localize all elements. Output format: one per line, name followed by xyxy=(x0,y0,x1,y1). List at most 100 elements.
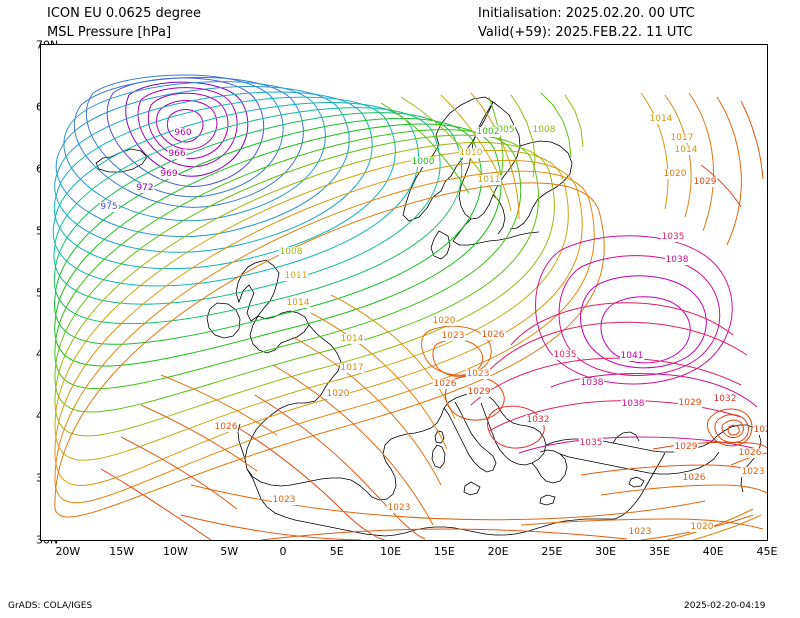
contour-label-backdrop xyxy=(283,271,309,281)
contour-label: 1014 xyxy=(287,298,310,308)
contour-label-backdrop xyxy=(752,425,767,435)
x-tick-label: 5E xyxy=(329,545,344,558)
contour-label-backdrop xyxy=(525,415,551,425)
x-tick-label: 25E xyxy=(541,545,563,558)
contour-label: 1011 xyxy=(478,175,501,185)
contour-label-backdrop xyxy=(627,527,653,537)
contour-label-backdrop xyxy=(159,169,179,179)
contour-label-backdrop xyxy=(431,316,457,326)
contour-label-backdrop xyxy=(648,114,674,124)
contour-label-backdrop xyxy=(578,438,604,448)
contour-label-backdrop xyxy=(552,350,578,360)
contour-label-backdrop xyxy=(662,169,688,179)
model-title: ICON EU 0.0625 degree xyxy=(47,6,202,21)
contour-label-backdrop xyxy=(673,145,699,155)
contour-label: 1020 xyxy=(691,522,714,532)
contour-label: 1008 xyxy=(280,247,303,257)
map-panel: 960 966 969 972 975 1005 1008 1000 1011 1014 1014 1… xyxy=(40,44,768,541)
contour-label-backdrop xyxy=(737,448,763,458)
contour-label: 969 xyxy=(160,169,177,179)
contour-label-backdrop xyxy=(339,363,365,373)
contour-label: 1023 xyxy=(273,495,296,505)
contour-label-backdrop xyxy=(278,247,304,257)
contour-label: 1023 xyxy=(742,467,765,477)
x-tick-label: 20W xyxy=(55,545,81,558)
contour-label-backdrop xyxy=(135,183,155,193)
field-title: MSL Pressure [hPa] xyxy=(47,25,172,40)
contour-label-backdrop xyxy=(213,422,239,432)
contour-label-backdrop xyxy=(692,177,718,187)
contour-label-backdrop xyxy=(432,379,458,389)
contour-label-backdrop xyxy=(660,232,686,242)
contour-label-backdrop xyxy=(712,394,738,404)
x-tick-label: 35E xyxy=(648,545,670,558)
contour-label-backdrop xyxy=(490,125,516,135)
contour-map-svg: 960 966 969 972 975 1005 1008 1000 1011 1014 1014 1… xyxy=(52,74,767,540)
contour-label: 1026 xyxy=(683,473,706,483)
contour-label: 1029 xyxy=(694,177,717,187)
contour-label: 1017 xyxy=(671,133,694,143)
contour-label: 1020 xyxy=(664,169,687,179)
contour-label-backdrop xyxy=(271,495,297,505)
contour-label-backdrop xyxy=(285,298,311,308)
contour-label: 1017 xyxy=(341,363,364,373)
x-tick-label: 30E xyxy=(595,545,617,558)
contour-label-backdrop xyxy=(458,148,484,158)
contour-label-backdrop xyxy=(325,389,351,399)
contour-label-backdrop xyxy=(579,378,605,388)
x-tick-label: 0 xyxy=(279,545,287,558)
contour-label-backdrop xyxy=(386,503,412,513)
render-timestamp: 2025-02-20-04:19 xyxy=(684,601,766,611)
contour-label-backdrop xyxy=(475,127,501,137)
contour-label-backdrop xyxy=(173,128,193,138)
contour-label: 1014 xyxy=(675,145,698,155)
contour-label: 1023 xyxy=(442,331,465,341)
contour-label: 1038 xyxy=(666,255,689,265)
contour-label: 960 xyxy=(174,128,191,138)
contour-label-backdrop xyxy=(677,398,703,408)
contour-label: 975 xyxy=(100,202,117,212)
x-tick-label: 15E xyxy=(433,545,455,558)
contour-label-backdrop xyxy=(673,442,699,452)
x-tick-label: 10W xyxy=(163,545,188,558)
contour-label: 1035 xyxy=(662,232,685,242)
initialisation-time: Initialisation: 2025.02.20. 00 UTC xyxy=(478,6,695,21)
contour-label: 1041 xyxy=(621,351,644,361)
contour-labels: 960 966 969 972 975 1005 1008 1000 1011 1014 1014 1… xyxy=(99,114,767,537)
contour-label-backdrop xyxy=(99,202,119,212)
contour-label-backdrop xyxy=(531,125,557,135)
contour-label-backdrop xyxy=(466,387,492,397)
contour-label: 1038 xyxy=(581,378,604,388)
contour-label: 1032 xyxy=(714,394,737,404)
contour-label-backdrop xyxy=(440,331,466,341)
contour-label: 1035 xyxy=(554,350,577,360)
contour-label: 1000 xyxy=(412,157,435,167)
contour-label-backdrop xyxy=(689,522,715,532)
contour-label: 1029 xyxy=(675,442,698,452)
contour-label: 1035 xyxy=(580,438,603,448)
contour-label-backdrop xyxy=(410,157,436,167)
contour-label-backdrop xyxy=(619,351,645,361)
contour-label: 1020 xyxy=(327,389,350,399)
contour-label: 1010 xyxy=(460,148,483,158)
contour-label: 1023 xyxy=(629,527,652,537)
contour-label-backdrop xyxy=(480,330,506,340)
contour-label: 1026 xyxy=(215,422,238,432)
x-tick-label: 20E xyxy=(487,545,509,558)
contour-label: 1014 xyxy=(650,114,673,124)
contour-label: 1023 xyxy=(467,369,490,379)
contour-label: 1005 xyxy=(492,125,515,135)
valid-time: Valid(+59): 2025.FEB.22. 11 UTC xyxy=(478,25,693,40)
contour-label-backdrop xyxy=(465,369,491,379)
contour-label: 1008 xyxy=(533,125,556,135)
contour-label: 1032 xyxy=(527,415,550,425)
contour-label: 1028 xyxy=(754,425,767,435)
contour-label: 1029 xyxy=(468,387,491,397)
contour-label-backdrop xyxy=(664,255,690,265)
contour-label: 972 xyxy=(136,183,153,193)
x-tick-label: 15W xyxy=(109,545,135,558)
contour-label-backdrop xyxy=(681,473,707,483)
contour-label-backdrop xyxy=(669,133,695,143)
contour-label: 1011 xyxy=(285,271,308,281)
